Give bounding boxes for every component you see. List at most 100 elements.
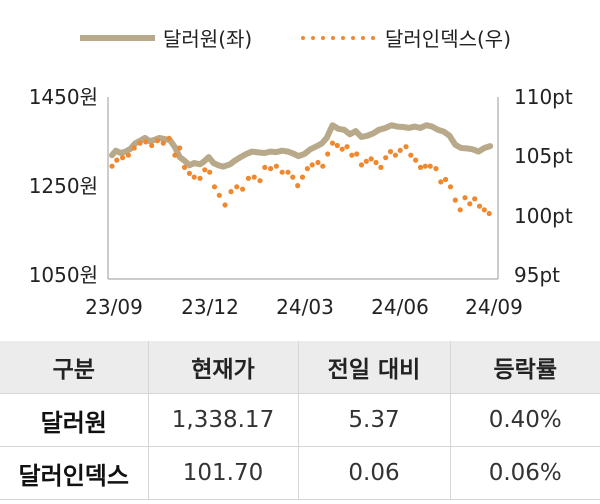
series-point-dxy — [329, 140, 336, 146]
series-point-dxy — [216, 192, 222, 198]
series-point-dxy — [373, 159, 379, 166]
change-rate-cell: 0.40% — [450, 393, 600, 447]
series-point-dxy — [202, 167, 208, 173]
header-current-price: 현재가 — [148, 341, 299, 394]
series-point-dxy — [433, 166, 439, 172]
series-point-dxy — [166, 135, 172, 141]
series-point-dxy — [309, 162, 315, 168]
series-point-dxy — [181, 164, 188, 170]
series-point-dxy — [268, 166, 274, 172]
series-line-krw — [109, 122, 494, 170]
right-tick-label: 100pt — [514, 204, 573, 228]
series-point-dxy — [368, 156, 374, 162]
series-point-dxy — [408, 152, 414, 158]
series-point-dxy — [320, 163, 326, 169]
series-point-dxy — [383, 155, 389, 161]
series-point-dxy — [240, 186, 246, 192]
series-point-dxy — [207, 169, 213, 175]
series-point-dxy — [349, 152, 355, 158]
series-point-dxy — [486, 210, 492, 217]
series-point-dxy — [457, 207, 463, 213]
series-point-dxy — [358, 162, 365, 168]
header-category: 구분 — [0, 341, 149, 394]
series-point-dxy — [177, 145, 183, 151]
series-point-dxy — [154, 138, 161, 144]
series-point-dxy — [211, 184, 218, 190]
chart-legend: 달러원(좌) 달러인덱스(우) — [80, 27, 511, 51]
series-point-dxy — [325, 151, 331, 157]
current-price-cell: 101.70 — [148, 446, 299, 500]
row-label: 달러원 — [0, 393, 149, 447]
series-point-dxy — [273, 163, 279, 169]
series-point-dxy — [285, 169, 291, 175]
series-point-dxy — [257, 178, 263, 184]
series-point-dxy — [438, 179, 444, 185]
series-point-dxy — [299, 174, 306, 180]
series-point-dxy — [109, 163, 115, 169]
table-row: 달러원 1,338.17 5.37 0.40% — [0, 393, 600, 447]
series-point-dxy — [245, 175, 251, 181]
right-tick-label: 105pt — [514, 144, 573, 168]
x-tick-label: 24/09 — [465, 295, 523, 319]
series-point-dxy — [397, 147, 403, 153]
series-point-dxy — [467, 201, 473, 207]
row-label: 달러인덱스 — [0, 446, 149, 500]
right-axis-ticks: 110pt 105pt 100pt 95pt — [514, 85, 573, 287]
prev-day-change-cell: 5.37 — [298, 393, 451, 447]
header-change-rate: 등락률 — [450, 341, 600, 394]
table-header-row: 구분 현재가 전일 대비 등락률 — [0, 341, 600, 394]
series-point-dxy — [143, 139, 149, 145]
series-point-dxy — [387, 149, 394, 155]
series-point-dxy — [125, 152, 131, 158]
series-point-dxy — [334, 142, 340, 149]
series-point-dxy — [290, 174, 296, 180]
series-point-dxy — [120, 155, 126, 161]
legend-krw-label: 달러원(좌) — [163, 27, 252, 51]
series-point-dxy — [339, 146, 345, 152]
prev-day-change-cell: 0.06 — [298, 446, 451, 500]
series-point-dxy — [160, 140, 166, 146]
series-point-dxy — [191, 174, 197, 180]
series-point-dxy — [279, 169, 285, 175]
series-point-dxy — [251, 174, 257, 180]
x-tick-label: 24/06 — [371, 295, 429, 319]
series-layer — [109, 122, 494, 217]
series-point-dxy — [363, 158, 369, 164]
fx-line-chart: 달러원(좌) 달러인덱스(우) 1450원 1250원 1050원 110pt … — [29, 27, 573, 319]
table-row: 달러인덱스 101.70 0.06 0.06% — [0, 446, 600, 500]
fx-summary-table: 구분 현재가 전일 대비 등락률 달러원 1,338.17 5.37 0.40%… — [0, 341, 600, 500]
left-tick-label: 1050원 — [29, 263, 98, 287]
x-axis-ticks: 23/09 23/12 24/03 24/06 24/09 — [85, 295, 523, 319]
series-point-dxy — [197, 175, 203, 181]
series-point-dxy — [295, 183, 301, 189]
series-point-dxy — [186, 170, 192, 176]
left-axis-ticks: 1450원 1250원 1050원 — [29, 85, 98, 287]
series-point-dxy — [354, 151, 360, 157]
series-point-dxy — [443, 176, 449, 183]
legend-dxy-label: 달러인덱스(우) — [385, 27, 511, 51]
series-point-dxy — [234, 184, 240, 190]
series-point-dxy — [462, 195, 468, 201]
series-point-dxy — [422, 163, 428, 169]
series-point-dxy — [452, 197, 458, 203]
series-point-dxy — [417, 164, 424, 170]
right-tick-label: 110pt — [514, 85, 573, 109]
x-tick-label: 23/12 — [181, 295, 239, 319]
series-point-dxy — [137, 140, 143, 146]
series-point-dxy — [131, 145, 137, 151]
series-point-dxy — [344, 144, 350, 150]
series-point-dxy — [149, 142, 155, 149]
series-point-dxy — [447, 184, 454, 190]
series-point-dxy — [413, 157, 419, 163]
left-tick-label: 1250원 — [29, 174, 98, 198]
x-tick-label: 24/03 — [276, 295, 334, 319]
series-point-dxy — [228, 189, 234, 195]
x-tick-label: 23/09 — [85, 295, 143, 319]
series-point-dxy — [472, 196, 478, 202]
series-point-dxy — [481, 207, 487, 213]
series-point-dxy — [427, 163, 433, 169]
series-point-dxy — [476, 203, 483, 209]
change-rate-cell: 0.06% — [450, 446, 600, 500]
series-point-dxy — [403, 144, 409, 150]
series-point-dxy — [378, 164, 384, 170]
